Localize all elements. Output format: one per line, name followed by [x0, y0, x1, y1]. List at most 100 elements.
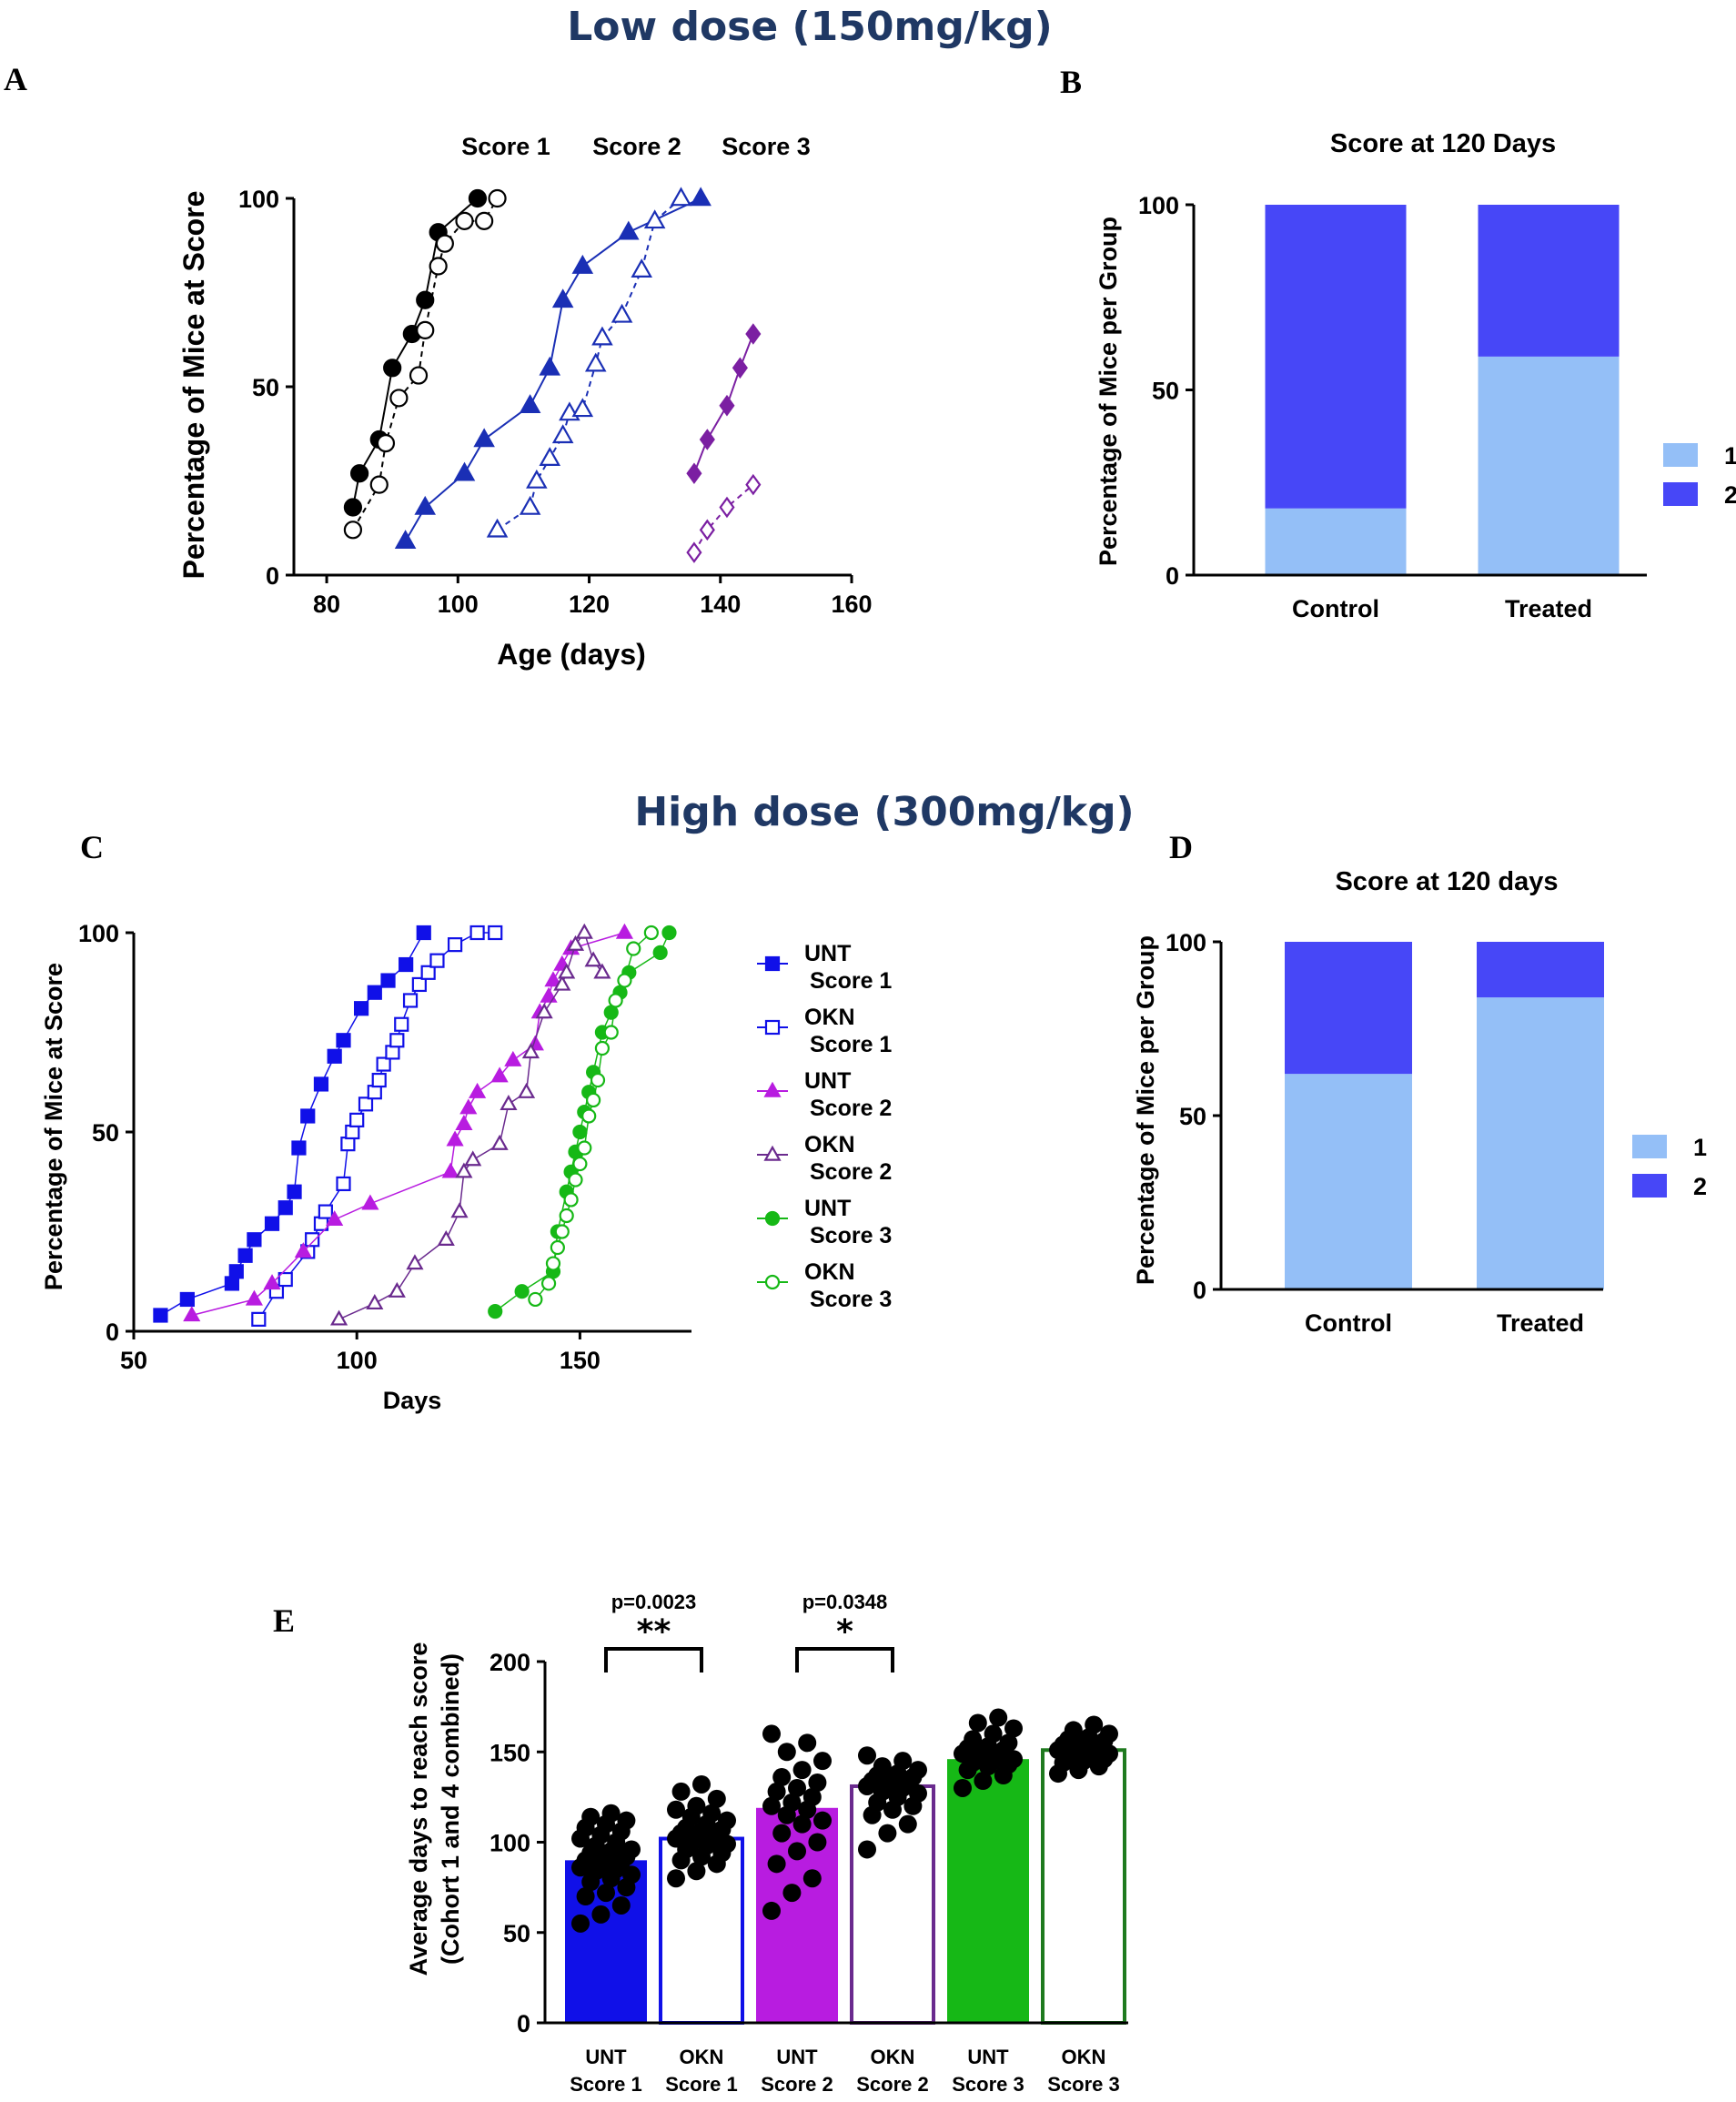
data-point	[336, 1033, 351, 1048]
data-point	[603, 1005, 619, 1020]
data-point	[519, 394, 541, 413]
data-point	[336, 1176, 351, 1192]
x-tick-label: Control	[1292, 595, 1379, 622]
data-point	[878, 1824, 897, 1843]
data-point	[545, 1256, 561, 1271]
y-tick-label: 50	[1152, 378, 1179, 405]
y-tick-label: 0	[1166, 562, 1179, 590]
panel-label-d: D	[1169, 829, 1193, 865]
legend-swatch	[1663, 482, 1698, 506]
data-point	[718, 1811, 736, 1830]
data-point	[559, 1208, 574, 1224]
data-point	[383, 359, 402, 378]
data-point	[264, 1216, 280, 1231]
data-point	[553, 975, 571, 991]
legend-label: 1	[1724, 442, 1736, 470]
series-line	[496, 197, 682, 531]
x-tick-label: OKN	[1062, 2046, 1106, 2068]
data-point	[287, 1184, 302, 1199]
data-point	[572, 1124, 588, 1140]
data-point	[617, 1811, 636, 1830]
data-point	[631, 258, 653, 278]
data-point	[528, 1291, 543, 1308]
data-point	[554, 1224, 570, 1239]
data-point	[762, 1901, 781, 1920]
data-point	[558, 963, 576, 979]
significance-stars: **	[637, 1613, 671, 1651]
data-point	[455, 1162, 473, 1178]
data-point	[340, 1137, 356, 1152]
data-point	[622, 1840, 641, 1859]
y-tick-label: 100	[490, 1830, 530, 1857]
d-chart-title: Score at 120 days	[1335, 867, 1558, 896]
data-point	[686, 541, 702, 563]
data-point	[601, 1804, 621, 1823]
bar	[1041, 1748, 1126, 2025]
data-point	[450, 1202, 469, 1218]
data-point	[702, 1804, 722, 1823]
x-tick-label: 50	[120, 1347, 147, 1374]
y-tick-label: 50	[503, 1920, 530, 1947]
data-point	[326, 1210, 344, 1227]
data-point	[488, 1303, 503, 1319]
data-point	[291, 1140, 307, 1156]
data-point	[237, 1248, 253, 1263]
data-point	[350, 464, 369, 483]
data-point	[772, 1768, 792, 1787]
data-point	[813, 1752, 832, 1771]
stacked-bar-segment	[1265, 508, 1407, 575]
data-point	[349, 1112, 365, 1127]
legend-marker	[764, 1019, 781, 1036]
data-point	[367, 985, 382, 1000]
data-point	[745, 323, 762, 345]
e-y-axis-label-line1: Average days to reach score	[405, 1642, 432, 1976]
data-point	[500, 1095, 518, 1111]
legend-marker	[763, 1145, 782, 1161]
stacked-bar-segment	[1477, 942, 1604, 998]
legend-label: OKN	[804, 1259, 855, 1285]
legend-marker	[764, 955, 781, 972]
data-point	[661, 925, 677, 941]
data-point	[788, 1778, 806, 1797]
data-point	[954, 1778, 972, 1797]
x-tick-label: OKN	[680, 2046, 724, 2068]
x-tick-label: Treated	[1505, 595, 1592, 622]
data-point	[278, 1200, 293, 1216]
data-point	[343, 498, 363, 517]
data-point	[224, 1276, 239, 1291]
data-point	[687, 1796, 706, 1815]
legend-label: OKN	[804, 1132, 855, 1157]
x-tick-label: 100	[337, 1347, 378, 1374]
panel-label-c: C	[80, 829, 104, 865]
data-point	[788, 1842, 806, 1861]
data-point	[652, 945, 668, 961]
data-point	[490, 1066, 509, 1083]
data-point	[581, 1108, 597, 1124]
data-point	[690, 187, 712, 207]
y-tick-label: 50	[252, 374, 279, 401]
y-tick-label: 100	[1166, 929, 1206, 956]
x-tick-label: Score 2	[856, 2073, 929, 2096]
data-point	[441, 1162, 459, 1178]
data-point	[394, 1016, 409, 1032]
data-point	[305, 1232, 320, 1248]
data-point	[539, 356, 561, 376]
data-point	[611, 1895, 631, 1915]
x-tick-label: Control	[1305, 1309, 1392, 1337]
series-line	[494, 932, 671, 1312]
x-tick-label: 140	[700, 591, 741, 618]
data-point	[593, 963, 611, 979]
data-point	[617, 973, 632, 988]
data-point	[228, 1264, 244, 1279]
x-tick-label: Score 3	[1047, 2073, 1120, 2096]
data-point	[571, 1914, 590, 1933]
data-point	[435, 234, 454, 253]
data-point	[551, 288, 574, 308]
data-point	[459, 1098, 478, 1115]
data-point	[577, 1140, 592, 1156]
b-chart-title: Score at 120 Days	[1330, 129, 1556, 158]
data-point	[671, 1782, 691, 1801]
data-point	[416, 320, 435, 339]
data-point	[813, 1811, 832, 1830]
x-tick-label: UNT	[776, 2046, 818, 2068]
